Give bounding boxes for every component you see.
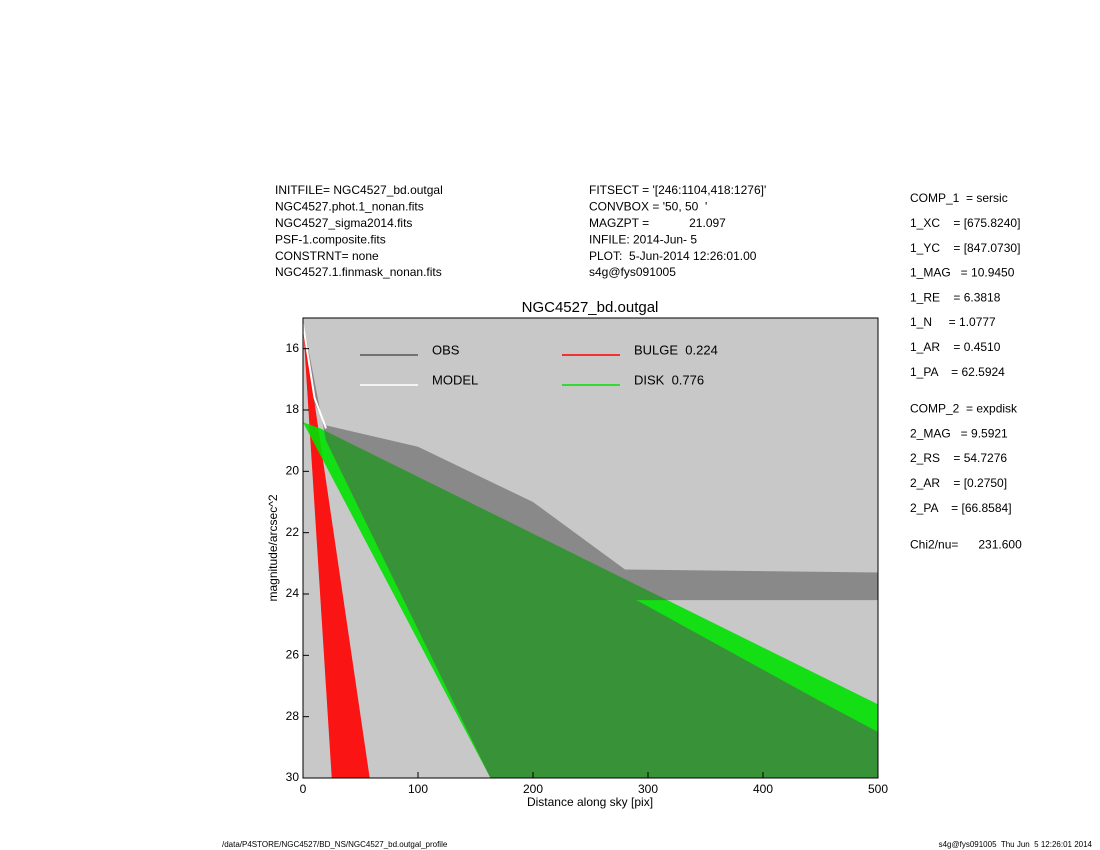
header-middle-line: INFILE: 2014-Jun- 5 bbox=[589, 232, 697, 246]
x-tick-label: 400 bbox=[753, 782, 773, 796]
fit-parameter: 1_PA = 62.5924 bbox=[910, 365, 1005, 379]
x-tick-label: 300 bbox=[638, 782, 658, 796]
y-axis-label: magnitude/arcsec^2 bbox=[266, 494, 280, 601]
header-left-line: NGC4527_sigma2014.fits bbox=[275, 216, 412, 230]
y-tick-label: 16 bbox=[286, 341, 300, 355]
chart-title: NGC4527_bd.outgal bbox=[522, 299, 659, 316]
y-tick-label: 28 bbox=[286, 709, 300, 723]
header-left-line: PSF-1.composite.fits bbox=[275, 232, 386, 246]
header-left-line: NGC4527.phot.1_nonan.fits bbox=[275, 200, 424, 214]
x-tick-label: 100 bbox=[408, 782, 428, 796]
fit-parameter: 2_AR = [0.2750] bbox=[910, 476, 1007, 490]
fit-parameter: 1_N = 1.0777 bbox=[910, 315, 996, 329]
y-tick-label: 24 bbox=[286, 586, 300, 600]
footer-stamp: s4g@fys091005 Thu Jun 5 12:26:01 2014 bbox=[939, 840, 1093, 849]
fit-parameter: 1_XC = [675.8240] bbox=[910, 216, 1020, 230]
header-left-line: INITFILE= NGC4527_bd.outgal bbox=[275, 183, 443, 197]
header-middle-line: PLOT: 5-Jun-2014 12:26:01.00 bbox=[589, 249, 757, 263]
legend-label: BULGE 0.224 bbox=[634, 342, 718, 357]
y-tick-label: 30 bbox=[286, 770, 300, 784]
header-left-line: NGC4527.1.finmask_nonan.fits bbox=[275, 265, 442, 279]
fit-parameter: 2_PA = [66.8584] bbox=[910, 501, 1012, 515]
y-tick-label: 20 bbox=[286, 464, 300, 478]
header-middle-line: FITSECT = '[246:1104,418:1276]' bbox=[589, 183, 766, 197]
x-tick-label: 500 bbox=[868, 782, 888, 796]
y-tick-label: 18 bbox=[286, 402, 300, 416]
legend-label: DISK 0.776 bbox=[634, 372, 704, 387]
fit-parameter: 1_AR = 0.4510 bbox=[910, 340, 1001, 354]
plot-frame bbox=[302, 317, 879, 779]
legend-label: OBS bbox=[432, 342, 460, 357]
footer-path: /data/P4STORE/NGC4527/BD_NS/NGC4527_bd.o… bbox=[222, 840, 448, 849]
x-axis-label: Distance along sky [pix] bbox=[527, 795, 653, 809]
fit-parameter: 2_RS = 54.7276 bbox=[910, 451, 1007, 465]
fit-parameter: 1_MAG = 10.9450 bbox=[910, 266, 1015, 280]
fit-parameter: 1_RE = 6.3818 bbox=[910, 290, 1001, 304]
header-middle-line: MAGZPT = 21.097 bbox=[589, 216, 726, 230]
x-tick-label: 0 bbox=[300, 782, 307, 796]
fit-parameter: Chi2/nu= 231.600 bbox=[910, 538, 1022, 552]
fit-parameter: COMP_1 = sersic bbox=[910, 191, 1008, 205]
fit-parameter: COMP_2 = expdisk bbox=[910, 402, 1018, 416]
fit-parameter: 1_YC = [847.0730] bbox=[910, 241, 1020, 255]
y-tick-label: 26 bbox=[286, 648, 300, 662]
legend-label: MODEL bbox=[432, 372, 478, 387]
fit-parameter: 2_MAG = 9.5921 bbox=[910, 426, 1008, 440]
header-middle-line: CONVBOX = '50, 50 ' bbox=[589, 200, 707, 214]
y-tick-label: 22 bbox=[286, 525, 300, 539]
x-tick-label: 200 bbox=[523, 782, 543, 796]
header-middle-line: s4g@fys091005 bbox=[589, 265, 676, 279]
model-region bbox=[303, 321, 878, 778]
plot-layer bbox=[303, 321, 878, 778]
header-left-line: CONSTRNT= none bbox=[275, 249, 379, 263]
